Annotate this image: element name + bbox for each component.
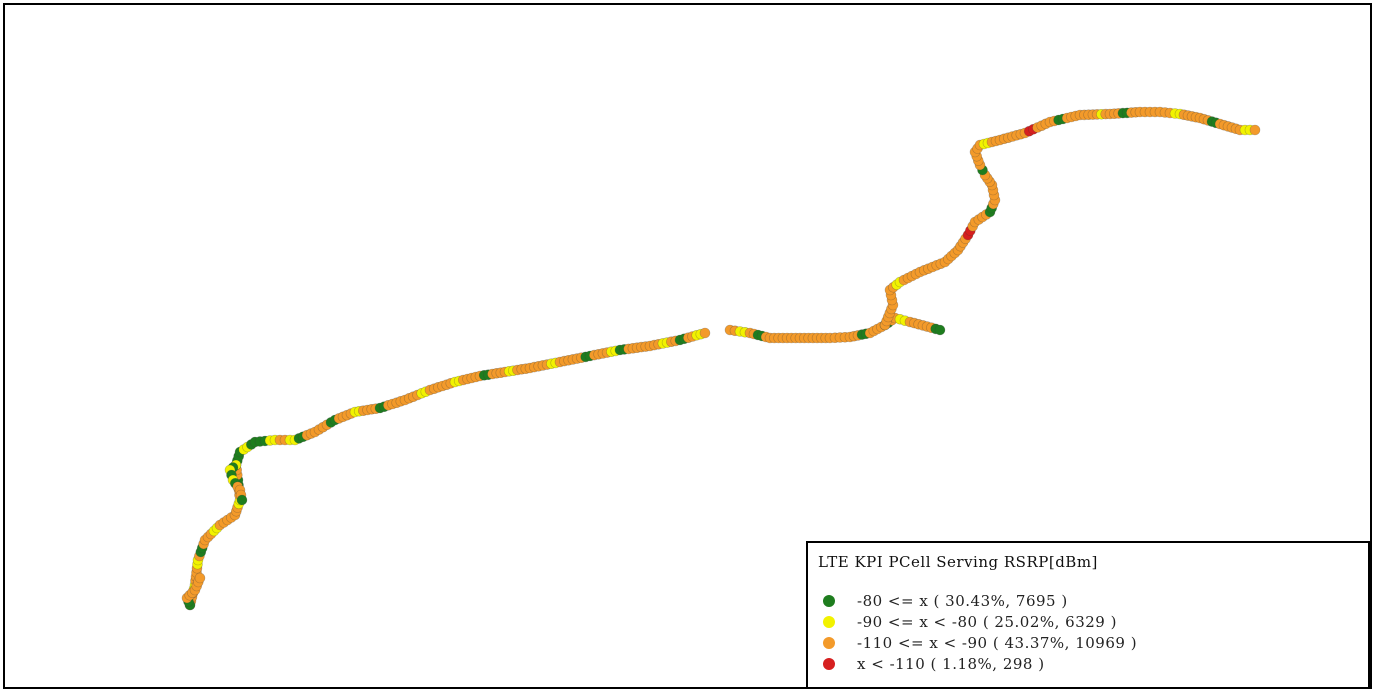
legend-entry: -80 <= x ( 30.43%, 7695 ) xyxy=(823,591,1068,611)
legend-entry: x < -110 ( 1.18%, 298 ) xyxy=(823,654,1045,674)
route-layer xyxy=(181,106,1261,611)
legend-entry: -110 <= x < -90 ( 43.37%, 10969 ) xyxy=(823,633,1137,653)
legend-label: x < -110 ( 1.18%, 298 ) xyxy=(857,655,1045,673)
measurement-point xyxy=(699,327,711,339)
legend-label: -110 <= x < -90 ( 43.37%, 10969 ) xyxy=(857,634,1138,652)
legend-marker xyxy=(823,616,835,628)
legend-label: -90 <= x < -80 ( 25.02%, 6329 ) xyxy=(857,613,1117,631)
legend-marker xyxy=(823,658,835,670)
legend-marker xyxy=(823,595,835,607)
measurement-point xyxy=(1249,124,1261,136)
legend: LTE KPI PCell Serving RSRP[dBm] -80 <= x… xyxy=(806,541,1371,689)
measurement-point xyxy=(934,324,946,336)
legend-marker xyxy=(823,637,835,649)
legend-label: -80 <= x ( 30.43%, 7695 ) xyxy=(857,592,1068,610)
measurement-point xyxy=(236,494,248,506)
measurement-point xyxy=(194,572,206,584)
legend-title: LTE KPI PCell Serving RSRP[dBm] xyxy=(818,553,1098,571)
legend-entry: -90 <= x < -80 ( 25.02%, 6329 ) xyxy=(823,612,1117,632)
